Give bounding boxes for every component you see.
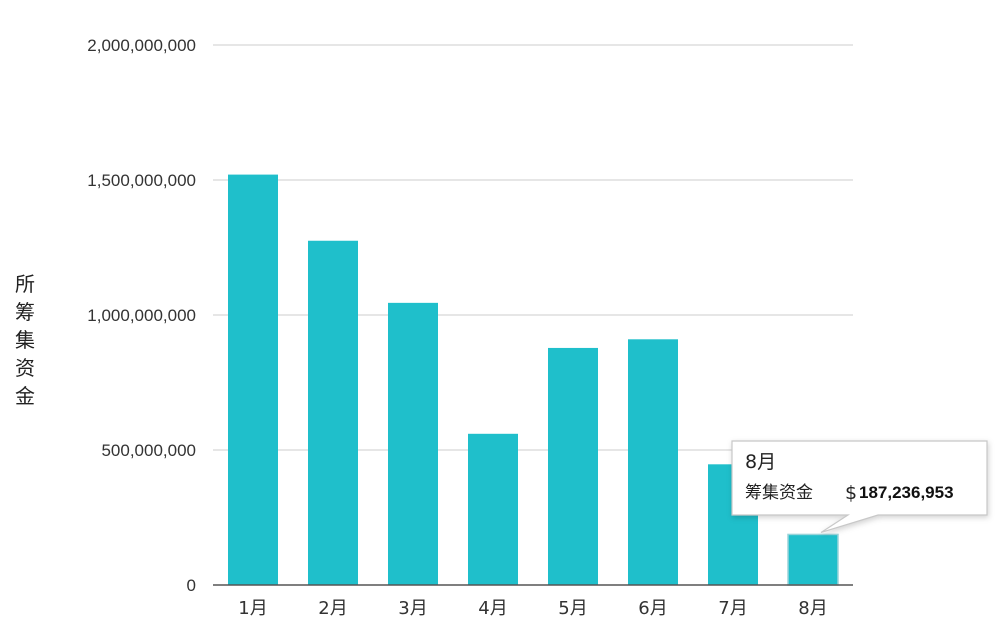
x-tick-label: 4月 bbox=[478, 598, 507, 619]
tooltip-value: 187,236,953 bbox=[859, 483, 954, 502]
bar-1[interactable] bbox=[228, 174, 278, 585]
x-tick-label: 5月 bbox=[558, 598, 587, 619]
y-tick-label: 500,000,000 bbox=[101, 441, 196, 460]
y-tick-label: 1,000,000,000 bbox=[87, 306, 196, 325]
bar-2[interactable] bbox=[308, 240, 358, 585]
bar-4[interactable] bbox=[468, 433, 518, 585]
bar-6[interactable] bbox=[628, 339, 678, 585]
bar-3[interactable] bbox=[388, 302, 438, 585]
x-tick-label: 2月 bbox=[318, 598, 347, 619]
y-tick-label: 0 bbox=[187, 576, 196, 595]
x-tick-label: 6月 bbox=[638, 598, 667, 619]
bars bbox=[228, 174, 839, 586]
tooltip-box bbox=[731, 440, 988, 534]
bar-5[interactable] bbox=[548, 347, 598, 585]
x-tick-label: 3月 bbox=[398, 598, 427, 619]
y-axis-title-char: 集 bbox=[15, 328, 35, 352]
x-axis-labels: 1月 2月 3月 4月 5月 6月 7月 8月 bbox=[238, 598, 827, 619]
y-axis-title-char: 资 bbox=[15, 356, 35, 380]
x-tick-label: 8月 bbox=[798, 598, 827, 619]
y-axis-title-char: 金 bbox=[15, 384, 35, 408]
tooltip-series-label: 筹集资金 bbox=[745, 483, 813, 503]
y-axis-ticks: 0 500,000,000 1,000,000,000 1,500,000,000 2,… bbox=[87, 36, 196, 595]
bar-8[interactable] bbox=[787, 533, 839, 586]
tooltip-currency: $ bbox=[845, 482, 857, 504]
y-tick-label: 2,000,000,000 bbox=[87, 36, 196, 55]
tooltip: 8月 筹集资金 $ 187,236,953 bbox=[731, 440, 988, 534]
tooltip-category: 8月 bbox=[745, 451, 776, 473]
y-axis-title-char: 所 bbox=[15, 272, 35, 296]
x-tick-label: 7月 bbox=[718, 598, 747, 619]
x-tick-label: 1月 bbox=[238, 598, 267, 619]
y-tick-label: 1,500,000,000 bbox=[87, 171, 196, 190]
y-axis-title-char: 筹 bbox=[15, 300, 35, 324]
